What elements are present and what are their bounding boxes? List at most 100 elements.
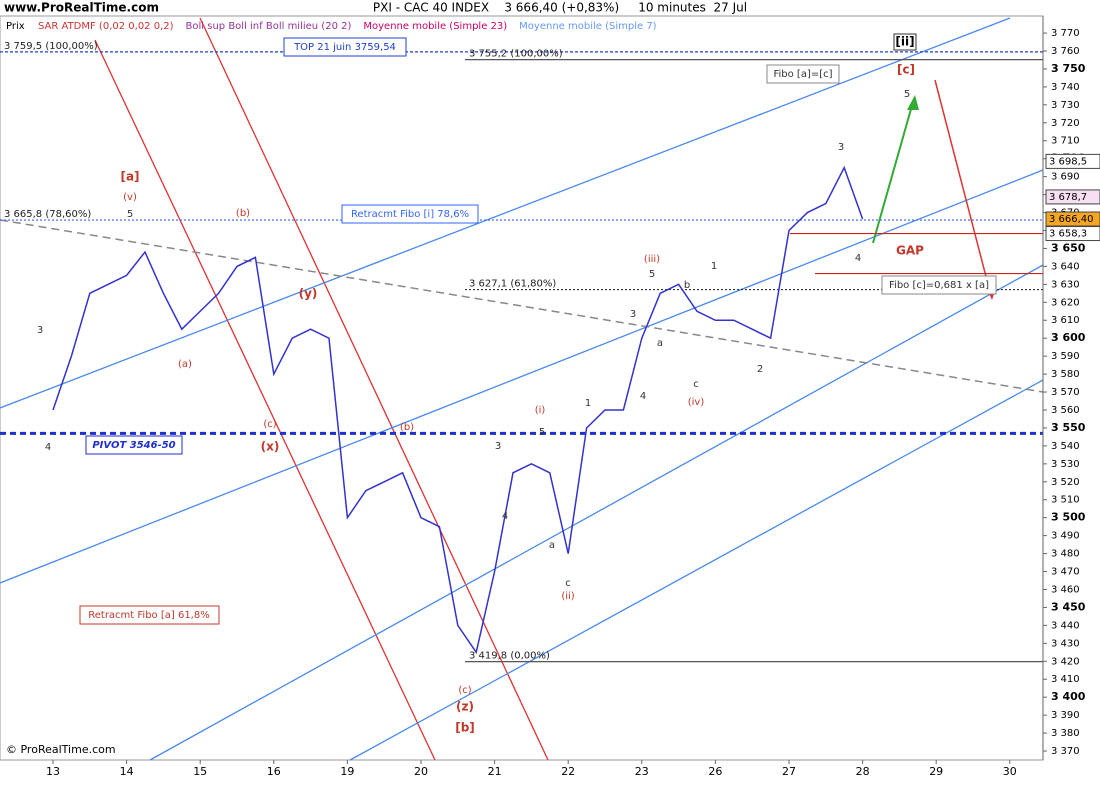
wave-label: a [657, 338, 663, 349]
level-label: 3 419,8 (0,00%) [469, 651, 550, 662]
wave-label: (b) [400, 422, 414, 433]
y-tick-label: 3 650 [1051, 241, 1086, 254]
wave-label: b [684, 280, 690, 291]
y-tick-label: 3 390 [1051, 710, 1080, 721]
annotations: [a] (v) 5 3 4 (a) (b) (c) (x) (y) (b) (z… [37, 33, 997, 735]
wave-label: 4 [502, 511, 508, 522]
wave-label: a [549, 540, 555, 551]
level-label: 3 665,8 (78,60%) [4, 209, 91, 220]
site: www.ProRealTime.com [4, 1, 159, 15]
label-box [881, 275, 997, 295]
wave-label: (x) [261, 440, 280, 454]
red-channel [94, 39, 436, 761]
y-axis: 3 370 3 380 3 390 3 400 3 410 3 420 3 430 3 440… [1042, 16, 1100, 760]
y-tick-label: 3 510 [1051, 495, 1080, 506]
x-tick-label: 22 [561, 765, 575, 778]
wave-label: (y) [299, 287, 318, 301]
y-tick-label: 3 380 [1051, 728, 1080, 739]
y-tick-label: 3 590 [1051, 351, 1080, 362]
y-tick-label: 3 730 [1051, 100, 1080, 111]
wave-label: (iii) [644, 254, 660, 265]
level-label: 3 627,1 (61,80%) [469, 279, 556, 290]
price-label: 3 698,5 [1049, 156, 1087, 167]
x-tick-label: 15 [193, 765, 207, 778]
plot-area [0, 15, 1044, 761]
pivot-label: PIVOT 3546-50 [92, 440, 175, 451]
wave-label: 3 [630, 309, 636, 320]
footer: © ProRealTime.com [6, 743, 116, 756]
wave-label: (i) [535, 405, 546, 416]
x-tick-label: 28 [856, 765, 870, 778]
x-tick-label: 16 [267, 765, 281, 778]
price [52, 165, 864, 655]
x-tick-label: 23 [635, 765, 649, 778]
wave-label: (b) [236, 208, 250, 219]
y-tick-label: 3 400 [1051, 690, 1086, 703]
legend-entry: Prix [6, 21, 25, 32]
gap-label: GAP [896, 244, 924, 258]
wave-label: 4 [640, 391, 646, 402]
wave-label: [c] [897, 63, 915, 77]
price-label-box [1045, 211, 1100, 227]
top-label: TOP 21 juin 3759,54 [293, 42, 396, 53]
label-box [283, 37, 407, 57]
price-label-box [1045, 189, 1100, 205]
legend-entry: Boll sup Boll inf Boll milieu (20 2) [186, 21, 352, 32]
red-channel [199, 17, 549, 761]
blue-channel [0, 17, 1011, 409]
y-tick-label: 3 630 [1051, 279, 1080, 290]
y-tick-label: 3 750 [1051, 62, 1086, 75]
legend-entry: Moyenne mobile (Simple 23) [363, 21, 507, 32]
x-tick-label: 27 [782, 765, 796, 778]
wave-label: c [693, 379, 699, 390]
y-tick-label: 3 740 [1051, 82, 1080, 93]
chart-title: PXI - CAC 40 INDEX 3 666,40 (+0,83%) 10 … [373, 1, 747, 15]
x-tick-label: 19 [340, 765, 354, 778]
y-tick-label: 3 370 [1051, 746, 1080, 757]
trend-lines [0, 17, 1044, 761]
fibo-label: Retracmt Fibo [i] 78,6% [351, 209, 469, 220]
y-tick-label: 3 490 [1051, 531, 1080, 542]
x-tick-label: 14 [120, 765, 134, 778]
y-tick-label: 3 610 [1051, 315, 1080, 326]
levels: 3 759,5 (100,00%) 3 755,2 (100,00%) 3 665,… [0, 41, 1043, 663]
y-tick-label: 3 560 [1051, 405, 1080, 416]
x-tick-label: 13 [46, 765, 60, 778]
label-box [341, 204, 479, 224]
price-label: 3 678,7 [1049, 192, 1087, 203]
price-label-box [1045, 226, 1100, 242]
blue-channel [349, 379, 1044, 761]
y-tick-label: 3 450 [1051, 600, 1086, 613]
wave-label: (v) [123, 192, 137, 203]
wave-label: (ii) [561, 591, 574, 602]
x-tick-label: 26 [708, 765, 722, 778]
y-tick-label: 3 480 [1051, 549, 1080, 560]
wave-label: 5 [904, 89, 910, 100]
level-label: 3 759,5 (100,00%) [4, 41, 98, 52]
wave-label: 5 [539, 427, 545, 438]
wave-label: [a] [120, 170, 139, 184]
label-box [893, 33, 917, 51]
legend-entry: SAR ATDMF (0,02 0,02 0,2) [38, 21, 174, 32]
wave-label: 1 [585, 398, 591, 409]
blue-channel [0, 169, 1044, 584]
wave-label: 3 [37, 325, 43, 336]
y-tick-label: 3 640 [1051, 261, 1080, 272]
wave-label: 5 [649, 269, 655, 280]
wave-label: 4 [45, 442, 51, 453]
fibo-label: Retracmt Fibo [a] 61,8% [88, 610, 209, 621]
y-tick-label: 3 690 [1051, 172, 1080, 183]
price-label: 3 658,3 [1049, 229, 1087, 240]
fibo-label: Fibo [c]=0,681 x [a] [889, 280, 989, 291]
price-line [52, 165, 864, 655]
y-tick-label: 3 710 [1051, 136, 1080, 147]
fibo-label: Fibo [a]=[c] [773, 69, 832, 80]
wave-label: 3 [495, 441, 501, 452]
y-tick-label: 3 410 [1051, 674, 1080, 685]
wave-label: 5 [127, 209, 133, 220]
arrow-up [872, 101, 914, 244]
y-tick-label: 3 440 [1051, 620, 1080, 631]
y-tick-label: 3 550 [1051, 421, 1086, 434]
y-tick-label: 3 600 [1051, 331, 1086, 344]
label-box [79, 605, 220, 625]
